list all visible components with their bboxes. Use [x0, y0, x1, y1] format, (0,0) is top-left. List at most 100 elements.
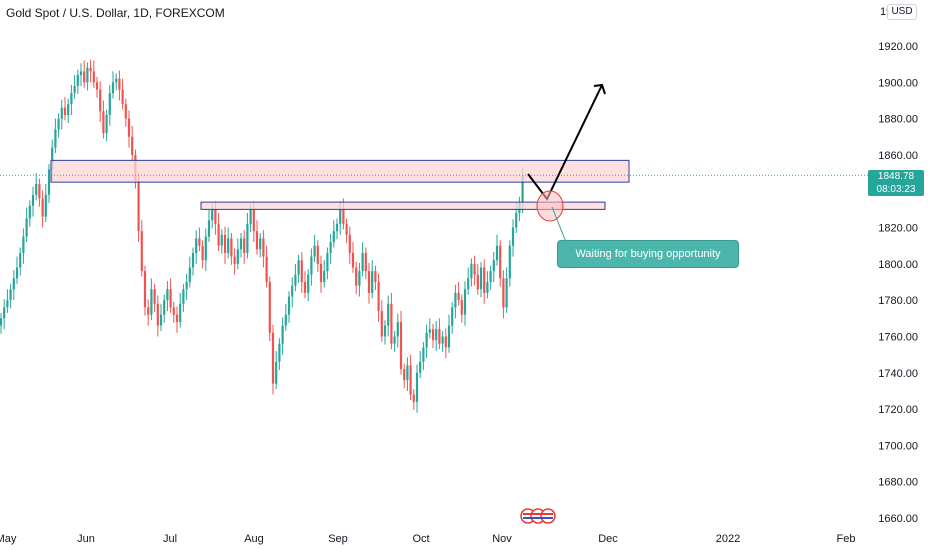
candle-body: [188, 267, 191, 282]
candle-body: [425, 332, 428, 348]
price-tick-label: 1740.00: [878, 368, 918, 380]
candle-body: [294, 274, 297, 286]
price-tick-label: 1720.00: [878, 404, 918, 416]
candle-body: [374, 271, 377, 282]
candle-body: [182, 289, 185, 304]
candle-body: [329, 242, 332, 253]
candle-body: [262, 238, 265, 257]
candle-body: [291, 285, 294, 297]
candle-body: [83, 71, 86, 83]
candle-body: [118, 78, 121, 90]
price-tick-label: 1760.00: [878, 331, 918, 343]
candle-body: [412, 394, 415, 402]
candle-body: [76, 75, 79, 86]
candle-body: [179, 303, 182, 322]
candle-body: [9, 289, 12, 301]
candle-body: [265, 256, 268, 282]
candle-body: [63, 107, 67, 115]
candle-body: [486, 282, 489, 293]
candle-body: [489, 271, 492, 282]
time-axis[interactable]: May Jun Jul Aug Sep Oct Nov Dec 2022 Feb: [0, 533, 855, 545]
time-tick-label: May: [0, 533, 17, 545]
candle-body: [441, 336, 444, 344]
resistance-zone[interactable]: [50, 159, 630, 183]
price-tick-label: 1860.00: [878, 150, 918, 162]
candle-body: [169, 289, 172, 308]
candle-body: [198, 238, 201, 246]
candle-body: [35, 183, 38, 195]
candle-body: [419, 361, 422, 373]
candle-body: [428, 329, 431, 333]
candle-body: [115, 78, 118, 83]
candle-body: [44, 194, 47, 217]
candle-body: [22, 236, 25, 253]
candle-body: [422, 347, 425, 362]
candle-body: [358, 271, 361, 286]
candle-body: [313, 245, 316, 257]
price-tick-label: 1880.00: [878, 114, 918, 126]
candle-body: [355, 267, 358, 286]
candle-body: [31, 194, 35, 206]
candle-body: [435, 329, 438, 341]
candle-body: [12, 278, 15, 290]
candle-body: [70, 93, 73, 105]
candle-body: [207, 220, 211, 237]
candle-body: [499, 245, 502, 279]
candle-body: [214, 209, 217, 224]
candle-body: [86, 67, 89, 83]
candle-body: [38, 183, 41, 199]
candle-body: [147, 307, 150, 315]
candle-body: [28, 205, 31, 219]
price-tick-label: 1660.00: [878, 513, 918, 525]
buy-zone-ellipse[interactable]: [536, 190, 564, 222]
candle-body: [271, 332, 275, 384]
candle-body: [195, 238, 198, 253]
candle-body: [79, 71, 83, 76]
candle-body: [156, 303, 159, 326]
candle-body: [255, 231, 259, 250]
candle-body: [217, 223, 220, 246]
candle-body: [246, 223, 249, 253]
candle-body: [127, 118, 131, 137]
support-zone[interactable]: [200, 201, 606, 210]
candle-body: [166, 289, 169, 301]
annotation-callout[interactable]: Waiting for buying opportunity: [557, 240, 739, 268]
candle-body: [451, 307, 454, 326]
economic-events-icons[interactable]: [520, 508, 556, 524]
candle-body: [415, 372, 419, 402]
time-tick-label: Jun: [77, 533, 95, 545]
chart-title: Gold Spot / U.S. Dollar, 1D, FOREXCOM: [6, 6, 225, 20]
candle-body: [249, 209, 252, 224]
callout-connector: [551, 206, 567, 243]
candle-body: [105, 114, 108, 134]
candle-body: [297, 260, 300, 275]
candle-body: [316, 245, 319, 264]
candle-body: [201, 245, 204, 261]
time-tick-label: Dec: [598, 533, 618, 545]
time-tick-label: Feb: [837, 533, 856, 545]
price-axis[interactable]: 1920.001900.001880.001860.001840.001820.…: [878, 41, 918, 525]
candle-body: [185, 282, 188, 290]
candle-body: [159, 314, 163, 326]
candle-body: [252, 209, 255, 232]
projection-arrow-head: [593, 83, 606, 95]
currency-badge[interactable]: USD: [887, 4, 917, 20]
candle-body: [383, 325, 387, 337]
candle-body: [454, 292, 457, 308]
candle-body: [191, 252, 195, 268]
flag-icon[interactable]: [540, 508, 556, 524]
candle-body: [396, 321, 399, 337]
candle-body: [521, 175, 524, 203]
candle-body: [479, 267, 483, 290]
candle-body: [438, 329, 441, 344]
candle-body: [361, 252, 364, 272]
candle-body: [364, 252, 367, 272]
price-tick-label: 1820.00: [878, 223, 918, 235]
candle-body: [345, 223, 348, 235]
current-price-value: 1848.78: [877, 171, 915, 182]
candle-body: [300, 260, 303, 282]
candle-body: [390, 303, 393, 344]
candle-body: [284, 314, 287, 326]
